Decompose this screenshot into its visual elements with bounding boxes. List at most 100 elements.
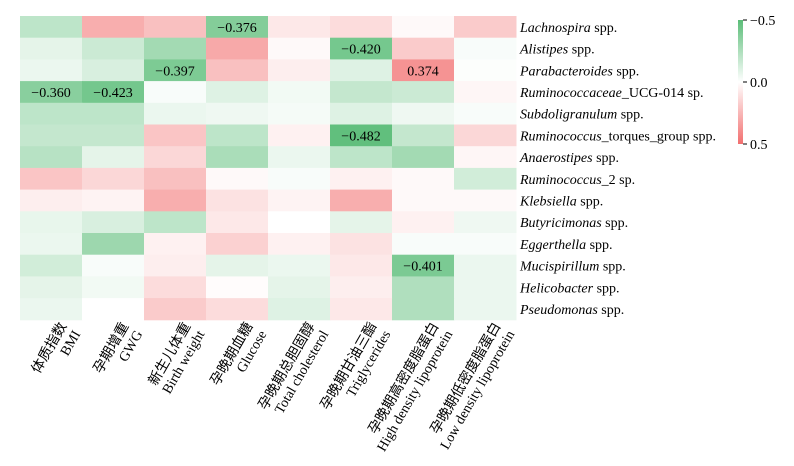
heatmap-cell xyxy=(330,59,393,82)
heatmap-cell xyxy=(82,254,145,277)
heatmap-cell xyxy=(454,189,517,212)
heatmap-cell xyxy=(20,146,83,169)
row-label: Mucispirillum spp. xyxy=(519,260,626,275)
heatmap-cell xyxy=(392,81,455,104)
row-label: Helicobacter spp. xyxy=(519,281,620,296)
heatmap-cell xyxy=(82,59,145,82)
heatmap-cell xyxy=(144,211,207,234)
column-label: 孕期增重GWG xyxy=(91,320,147,384)
heatmap-cell xyxy=(392,37,455,60)
heatmap-cell xyxy=(206,37,269,60)
heatmap-cell xyxy=(82,146,145,169)
heatmap-cell xyxy=(268,16,331,39)
heatmap-cell xyxy=(392,146,455,169)
heatmap-cell xyxy=(20,37,83,60)
row-label: Ruminococcaceae_UCG-014 sp. xyxy=(519,86,704,101)
heatmap-cell xyxy=(268,59,331,82)
row-label: Pseudomonas spp. xyxy=(519,303,624,318)
cell-annotation: −0.423 xyxy=(93,86,132,101)
row-label: Lachnospira spp. xyxy=(519,21,617,36)
heatmap-cell xyxy=(454,102,517,125)
heatmap-cell xyxy=(20,81,83,104)
heatmap-cell xyxy=(392,16,455,39)
heatmap-cell xyxy=(206,146,269,169)
heatmap-cell xyxy=(268,254,331,277)
heatmap-cell xyxy=(82,276,145,299)
column-label: 新生儿体重Birth weight xyxy=(145,320,208,397)
heatmap-cell xyxy=(330,189,393,212)
colorbar: −0.5 0.0 0.5 xyxy=(738,14,775,153)
cell-annotation: −0.482 xyxy=(341,129,380,144)
heatmap-cell xyxy=(20,59,83,82)
heatmap-cell xyxy=(144,167,207,191)
heatmap-cell xyxy=(392,298,455,321)
heatmap-cell xyxy=(82,124,145,147)
heatmap-cell xyxy=(454,167,517,191)
row-label: Subdoligranulum spp. xyxy=(520,108,644,123)
heatmap-cell xyxy=(392,102,455,125)
heatmap-cell xyxy=(144,59,207,82)
heatmap-cell xyxy=(454,254,517,277)
colorbar-tick-label-bottom: 0.5 xyxy=(750,138,768,153)
heatmap-cell xyxy=(330,37,393,60)
heatmap-cell xyxy=(454,298,517,321)
heatmap-cell xyxy=(454,59,517,82)
row-label: Anaerostipes spp. xyxy=(519,151,619,166)
row-labels: Lachnospira spp. Alistipes spp. Parabacter… xyxy=(519,21,716,318)
heatmap-cell xyxy=(330,211,393,234)
column-labels: 体质指数BMI 孕期增重GWG 新生儿体重Birth weight 孕晚期血糖Gluc… xyxy=(29,319,519,454)
heatmap-cell xyxy=(392,124,455,147)
heatmap-cell xyxy=(268,233,331,256)
heatmap-cell xyxy=(392,233,455,256)
heatmap-cell xyxy=(144,16,207,39)
heatmap-cell xyxy=(330,167,393,191)
heatmap-cell xyxy=(82,167,145,191)
column-label: 孕晚期血糖Glucose xyxy=(208,320,271,397)
cell-annotation: 0.374 xyxy=(407,64,439,79)
row-label: Ruminococcus_torques_group spp. xyxy=(519,129,716,144)
cell-annotation: −0.420 xyxy=(341,43,380,58)
heatmap-cell xyxy=(20,211,83,234)
heatmap-cell xyxy=(20,189,83,212)
heatmap-cell xyxy=(206,16,269,39)
heatmap-cell xyxy=(206,211,269,234)
heatmap-cell xyxy=(144,146,207,169)
colorbar-gradient xyxy=(738,20,743,144)
heatmap-cell xyxy=(20,124,83,147)
heatmap-cell xyxy=(330,81,393,104)
heatmap-cell xyxy=(454,124,517,147)
heatmap-cell xyxy=(144,276,207,299)
heatmap-cell xyxy=(144,102,207,125)
heatmap-cell xyxy=(392,167,455,191)
heatmap-cell xyxy=(82,298,145,321)
heatmap-cell xyxy=(392,276,455,299)
heatmap-cell xyxy=(454,37,517,60)
heatmap-cell xyxy=(268,211,331,234)
cell-annotation: −0.376 xyxy=(217,21,256,36)
heatmap-cell xyxy=(206,298,269,321)
heatmap-cell xyxy=(206,276,269,299)
heatmap-cell xyxy=(268,81,331,104)
heatmap-cell xyxy=(206,233,269,256)
heatmap-cell xyxy=(144,81,207,104)
heatmap-cell xyxy=(454,233,517,256)
heatmap-cell xyxy=(206,167,269,191)
heatmap-cell xyxy=(82,211,145,234)
heatmap-cell xyxy=(268,37,331,60)
heatmap-cell xyxy=(392,189,455,212)
row-label: Eggerthella spp. xyxy=(519,238,613,253)
heatmap-cell xyxy=(392,254,455,277)
heatmap-cell xyxy=(330,102,393,125)
heatmap-cell xyxy=(268,167,331,191)
heatmap-cell xyxy=(268,124,331,147)
row-label: Klebsiella spp. xyxy=(519,194,603,209)
heatmap-cell xyxy=(82,37,145,60)
heatmap-cell xyxy=(82,102,145,125)
row-label: Butyricimonas spp. xyxy=(520,216,628,231)
heatmap-cell xyxy=(82,16,145,39)
heatmap-cell xyxy=(20,233,83,256)
heatmap-cell xyxy=(268,298,331,321)
heatmap-cell xyxy=(144,298,207,321)
